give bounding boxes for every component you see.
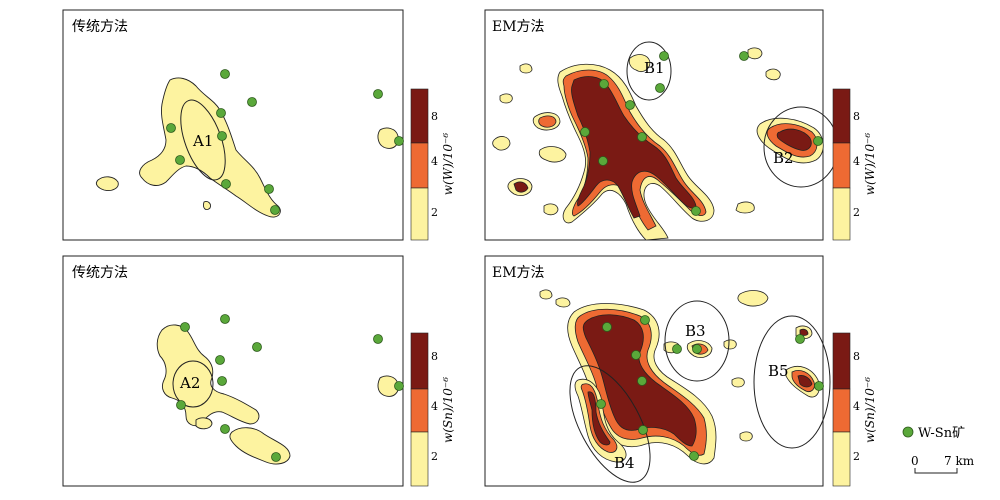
deposit-markers bbox=[176, 314, 404, 462]
deposit-marker bbox=[373, 89, 383, 99]
deposit-marker bbox=[220, 424, 230, 434]
deposit-marker bbox=[215, 355, 225, 365]
deposit-marker bbox=[814, 381, 824, 391]
deposit-marker bbox=[217, 131, 227, 141]
ellipse-label: B1 bbox=[644, 59, 665, 77]
colorbar-tick: 4 bbox=[431, 155, 438, 168]
colorbar-panel-1: 8 4 2 w(W)/10⁻⁶ bbox=[410, 88, 455, 241]
ellipse-B1: B1 bbox=[626, 41, 672, 101]
deposit-marker bbox=[252, 342, 262, 352]
deposit-marker bbox=[180, 322, 190, 332]
panel-traditional-w: 传统方法 A1 bbox=[62, 9, 404, 241]
panel-traditional-sn: 传统方法 A2 bbox=[62, 255, 404, 487]
ellipse-label: B2 bbox=[773, 149, 794, 167]
colorbar-tick: 2 bbox=[853, 206, 860, 219]
colorbar-tick: 4 bbox=[853, 400, 860, 413]
colorbar-tick: 2 bbox=[431, 450, 438, 463]
colorbar-label: w(Sn)/10⁻⁶ bbox=[441, 377, 455, 443]
deposit-marker bbox=[580, 127, 590, 137]
colorbar-tick: 8 bbox=[853, 350, 860, 363]
deposit-marker bbox=[659, 51, 669, 61]
deposit-marker bbox=[394, 381, 404, 391]
deposit-marker bbox=[394, 136, 404, 146]
deposit-marker bbox=[638, 425, 648, 435]
ellipse-label: B3 bbox=[685, 322, 706, 340]
anomaly-region bbox=[492, 47, 824, 241]
map-frame bbox=[62, 255, 404, 487]
deposit-marker bbox=[813, 136, 823, 146]
colorbar-tick: 4 bbox=[431, 400, 438, 413]
deposit-marker bbox=[655, 83, 665, 93]
deposit-marker bbox=[631, 350, 641, 360]
deposit-marker bbox=[271, 452, 281, 462]
map-frame bbox=[62, 9, 404, 241]
deposit-marker bbox=[640, 315, 650, 325]
deposit-marker bbox=[247, 97, 257, 107]
ellipse-label: A1 bbox=[192, 132, 213, 150]
deposit-marker bbox=[373, 334, 383, 344]
scale-end: 7 km bbox=[944, 454, 975, 468]
colorbar-tick: 8 bbox=[431, 350, 438, 363]
deposit-marker bbox=[739, 51, 749, 61]
panel-em-w: EM方法 B1 B2 bbox=[484, 9, 839, 241]
colorbar-tick: 8 bbox=[431, 110, 438, 123]
deposit-marker bbox=[602, 322, 612, 332]
ellipse-label: A2 bbox=[179, 374, 200, 392]
deposit-marker bbox=[795, 334, 805, 344]
colorbar-tick: 4 bbox=[853, 155, 860, 168]
deposit-marker bbox=[166, 123, 176, 133]
colorbar-panel-4: 8 4 2 w(Sn)/10⁻⁶ bbox=[832, 332, 877, 487]
ellipse-label: B4 bbox=[614, 454, 635, 472]
panel-title: 传统方法 bbox=[72, 19, 128, 35]
scale-start: 0 bbox=[911, 454, 919, 468]
colorbar-tick: 2 bbox=[431, 206, 438, 219]
deposit-marker bbox=[220, 314, 230, 324]
deposit-marker bbox=[220, 69, 230, 79]
deposit-legend-symbol bbox=[902, 426, 914, 438]
panel-title: EM方法 bbox=[492, 265, 545, 281]
deposit-marker bbox=[596, 399, 606, 409]
deposit-marker bbox=[691, 206, 701, 216]
deposit-marker bbox=[637, 376, 647, 386]
deposit-markers bbox=[166, 69, 404, 215]
colorbar-label: w(W)/10⁻⁶ bbox=[863, 133, 877, 196]
deposit-marker bbox=[175, 155, 185, 165]
deposit-marker bbox=[598, 156, 608, 166]
deposit-marker bbox=[216, 108, 226, 118]
colorbar-panel-2: 8 4 2 w(W)/10⁻⁶ bbox=[832, 88, 877, 241]
deposit-marker bbox=[176, 400, 186, 410]
ellipse-B4: B4 bbox=[569, 365, 651, 483]
colorbar-label: w(W)/10⁻⁶ bbox=[441, 133, 455, 196]
deposit-marker bbox=[637, 132, 647, 142]
colorbar-label: w(Sn)/10⁻⁶ bbox=[863, 377, 877, 443]
anomaly-region bbox=[95, 77, 399, 218]
deposit-legend-label: W-Sn矿 bbox=[918, 426, 965, 441]
deposit-marker bbox=[221, 179, 231, 189]
colorbar-tick: 2 bbox=[853, 450, 860, 463]
panel-title: 传统方法 bbox=[72, 265, 128, 281]
ellipse-B3: B3 bbox=[664, 300, 730, 382]
deposit-marker bbox=[264, 184, 274, 194]
deposit-marker bbox=[599, 79, 609, 89]
colorbar-tick: 8 bbox=[853, 110, 860, 123]
deposit-markers bbox=[596, 315, 824, 461]
deposit-marker bbox=[692, 344, 702, 354]
deposit-markers bbox=[580, 51, 823, 216]
deposit-marker bbox=[689, 451, 699, 461]
ellipse-B5: B5 bbox=[753, 315, 831, 449]
panel-em-sn: EM方法 B3 B bbox=[484, 255, 831, 487]
deposit-legend: W-Sn矿 bbox=[902, 426, 965, 441]
deposit-marker bbox=[217, 376, 227, 386]
ellipse-label: B5 bbox=[768, 362, 789, 380]
deposit-marker bbox=[672, 344, 682, 354]
scale-bar: 0 7 km bbox=[911, 454, 975, 474]
ellipse-A2: A2 bbox=[172, 360, 214, 408]
colorbar-panel-3: 8 4 2 w(Sn)/10⁻⁶ bbox=[410, 332, 455, 487]
panel-title: EM方法 bbox=[492, 19, 545, 35]
deposit-marker bbox=[270, 205, 280, 215]
deposit-marker bbox=[625, 100, 635, 110]
